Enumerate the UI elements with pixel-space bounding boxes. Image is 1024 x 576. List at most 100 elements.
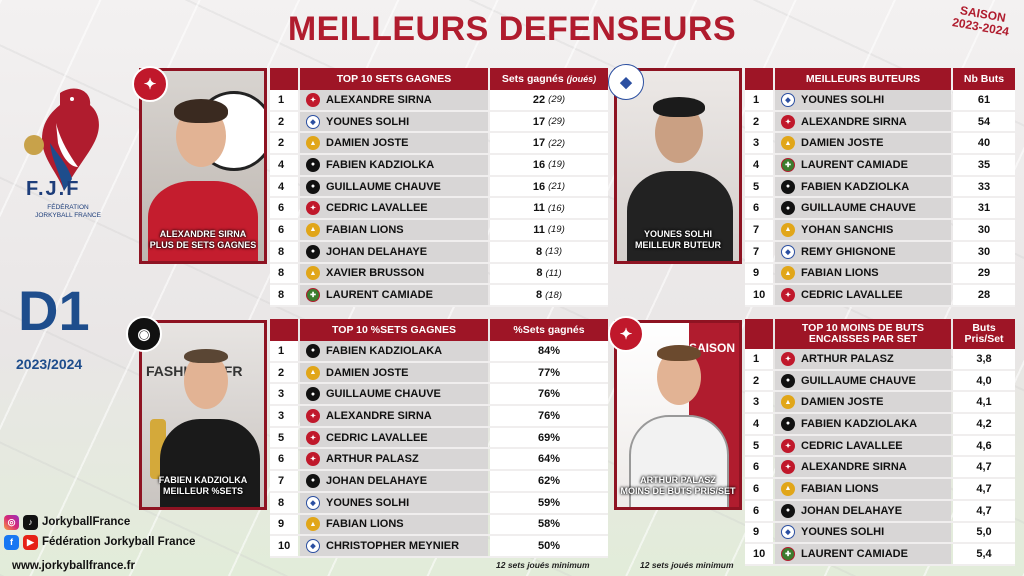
club-logo-icon: ✚ <box>306 288 320 303</box>
row-player: ✦ CEDRIC LAVALLEE <box>300 427 488 448</box>
club-logo-icon: ▲ <box>781 481 795 496</box>
table-row: 10 ✦ CEDRIC LAVALLEE 28 <box>745 285 1015 307</box>
player-name: FABIAN LIONS <box>801 482 879 495</box>
row-player: ● GUILLAUME CHAUVE <box>300 176 488 197</box>
club-logo-icon: ◆ <box>306 114 320 129</box>
table-row: 8 ▲ XAVIER BRUSSON 8 (11) <box>270 263 608 286</box>
club-logo-icon: ● <box>306 473 320 488</box>
player-name: ARTHUR PALASZ <box>801 352 894 365</box>
row-value: 4,7 <box>953 500 1015 521</box>
stat-played: (19) <box>547 224 565 236</box>
tiktok-icon: ♪ <box>23 514 38 530</box>
table-row: 9 ◆ YOUNES SOLHI 5,0 <box>745 522 1015 545</box>
row-player: ▲ FABIAN LIONS <box>300 220 488 240</box>
row-value: 3,8 <box>953 349 1015 369</box>
player-name: FABIEN KADZIOLAKA <box>326 344 443 357</box>
row-rank: 6 <box>270 220 298 240</box>
table-row: 4 ● FABIEN KADZIOLKA 16 (19) <box>270 155 608 177</box>
row-value: 4,2 <box>953 414 1015 434</box>
row-rank: 3 <box>745 392 773 413</box>
row-rank: 2 <box>745 111 773 132</box>
photo-caption-buteurs: YOUNES SOLHI MEILLEUR BUTEUR <box>635 229 721 250</box>
row-value: 59% <box>490 492 608 513</box>
stat-value: 40 <box>977 137 991 150</box>
row-player: ✦ ARTHUR PALASZ <box>775 349 951 369</box>
row-value: 16 (21) <box>490 176 608 197</box>
table-row: 2 ▲ DAMIEN JOSTE 17 (22) <box>270 133 608 156</box>
player-name: FABIEN KADZIOLKA <box>326 158 435 171</box>
table-row: 3 ▲ DAMIEN JOSTE 40 <box>745 133 1015 156</box>
row-player: ▲ YOHAN SANCHIS <box>775 220 951 240</box>
row-rank: 6 <box>270 198 298 219</box>
col-header-value: Nb Buts <box>953 68 1015 90</box>
row-rank: 6 <box>270 449 298 470</box>
social-links: ◎ ♪ JorkyballFrance f ▶ Fédération Jorky… <box>4 512 195 552</box>
table-row: 1 ● FABIEN KADZIOLAKA 84% <box>270 341 608 363</box>
social-facebook-row[interactable]: f ▶ Fédération Jorkyball France <box>4 532 195 552</box>
row-rank: 10 <box>745 285 773 305</box>
club-logo-icon: ● <box>781 503 795 518</box>
player-name: REMY GHIGNONE <box>801 245 896 258</box>
club-logo-icon: ✦ <box>781 460 795 475</box>
club-badge-icon: ◆ <box>608 64 644 100</box>
player-name: LAURENT CAMIADE <box>326 289 433 302</box>
stat-value: 4,1 <box>976 396 992 409</box>
club-logo-icon: ▲ <box>781 266 795 281</box>
row-value: 35 <box>953 155 1015 175</box>
stat-played: (18) <box>545 289 563 301</box>
table-header: TOP 10 SETS GAGNES Sets gagnés (joués) <box>270 68 608 90</box>
table-row: 9 ▲ FABIAN LIONS 29 <box>745 263 1015 286</box>
row-value: 22 (29) <box>490 90 608 110</box>
club-logo-icon: ● <box>306 157 320 172</box>
row-rank: 7 <box>745 241 773 262</box>
row-value: 50% <box>490 536 608 556</box>
photo-sets-gagnes: ALEXANDRE SIRNA PLUS DE SETS GAGNES <box>139 68 267 264</box>
table-moins-encaisses: TOP 10 MOINS DE BUTS ENCAISSES PAR SET B… <box>745 319 1015 566</box>
club-logo-icon: ▲ <box>306 517 320 532</box>
row-value: 5,4 <box>953 544 1015 564</box>
club-logo-icon: ✦ <box>306 92 320 107</box>
row-value: 69% <box>490 427 608 448</box>
row-rank: 8 <box>270 285 298 305</box>
club-logo-icon: ✦ <box>306 201 320 216</box>
social-instagram-row[interactable]: ◎ ♪ JorkyballFrance <box>4 512 195 532</box>
club-logo-icon: ● <box>306 244 320 259</box>
table-row: 4 ● FABIEN KADZIOLAKA 4,2 <box>745 414 1015 436</box>
row-value: 4,7 <box>953 479 1015 499</box>
row-rank: 5 <box>270 427 298 448</box>
row-rank: 1 <box>745 349 773 369</box>
club-logo-icon: ✦ <box>781 438 795 453</box>
row-rank: 3 <box>745 133 773 154</box>
player-name: DAMIEN JOSTE <box>326 366 409 379</box>
club-badge-icon: ✦ <box>608 316 644 352</box>
table-row: 2 ● GUILLAUME CHAUVE 4,0 <box>745 370 1015 393</box>
player-name: FABIAN LIONS <box>326 518 404 531</box>
row-player: ✦ ARTHUR PALASZ <box>300 449 488 470</box>
row-value: 16 (19) <box>490 155 608 175</box>
row-value: 84% <box>490 341 608 361</box>
fjf-rooster-logo <box>24 88 99 191</box>
stat-value: 5,4 <box>976 548 992 561</box>
stat-value: 30 <box>977 223 991 236</box>
stat-value: 5,0 <box>976 526 992 539</box>
row-rank: 5 <box>745 435 773 456</box>
row-rank: 5 <box>745 176 773 197</box>
club-logo-icon: ◆ <box>781 525 795 540</box>
table-row: 2 ◆ YOUNES SOLHI 17 (29) <box>270 111 608 134</box>
table-row: 1 ✦ ARTHUR PALASZ 3,8 <box>745 349 1015 371</box>
table-row: 8 ◆ YOUNES SOLHI 59% <box>270 492 608 515</box>
player-name: YOUNES SOLHI <box>326 496 410 509</box>
row-rank: 1 <box>745 90 773 110</box>
row-rank: 2 <box>270 362 298 383</box>
table-row: 3 ✦ ALEXANDRE SIRNA 76% <box>270 406 608 428</box>
club-logo-icon: ✦ <box>306 452 320 467</box>
club-logo-icon: ● <box>781 179 795 194</box>
row-value: 17 (22) <box>490 133 608 154</box>
website-link[interactable]: www.jorkyballfrance.fr <box>12 560 135 572</box>
club-logo-icon: ● <box>781 373 795 388</box>
row-value: 8 (18) <box>490 285 608 305</box>
stat-played: (21) <box>548 181 566 193</box>
stat-value: 28 <box>977 289 991 302</box>
row-player: ✦ ALEXANDRE SIRNA <box>300 406 488 426</box>
row-value: 31 <box>953 198 1015 219</box>
